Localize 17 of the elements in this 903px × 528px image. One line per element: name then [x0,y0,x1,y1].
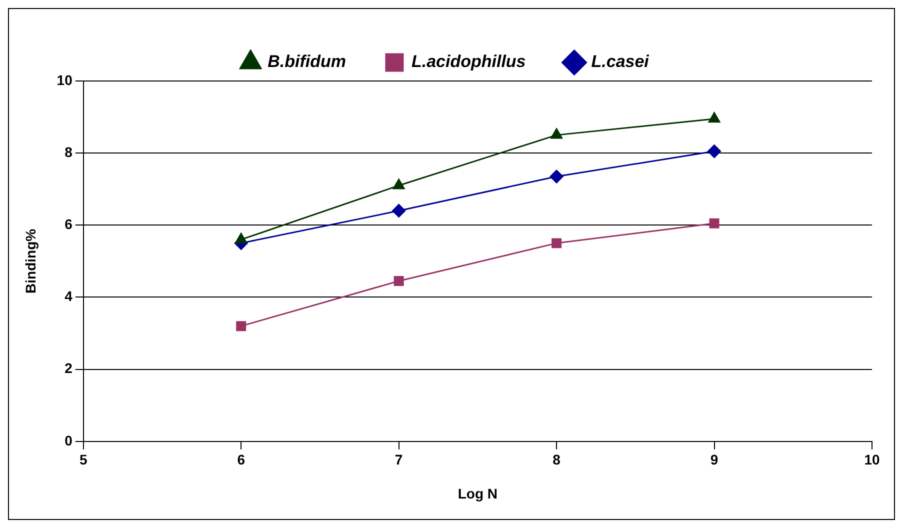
legend-label: L.acidophillus [411,52,526,72]
y-tick-label: 0 [64,432,73,448]
y-axis-title: Binding% [22,228,38,294]
x-tick-label: 7 [394,452,403,468]
x-tick-label: 5 [79,452,88,468]
x-tick-label: 8 [552,452,561,468]
x-tick-label: 6 [237,452,246,468]
y-tick-label: 8 [64,144,73,160]
y-tick-label: 6 [64,216,73,232]
y-tick-label: 4 [64,288,73,304]
y-tick-label: 2 [64,360,73,376]
legend-label: L.casei [591,52,650,72]
x-tick-label: 9 [710,452,718,468]
legend-label: B.bifidum [268,52,346,72]
y-tick-label: 10 [56,72,73,88]
x-tick-label: 10 [864,452,880,468]
x-axis-title: Log N [458,485,498,502]
